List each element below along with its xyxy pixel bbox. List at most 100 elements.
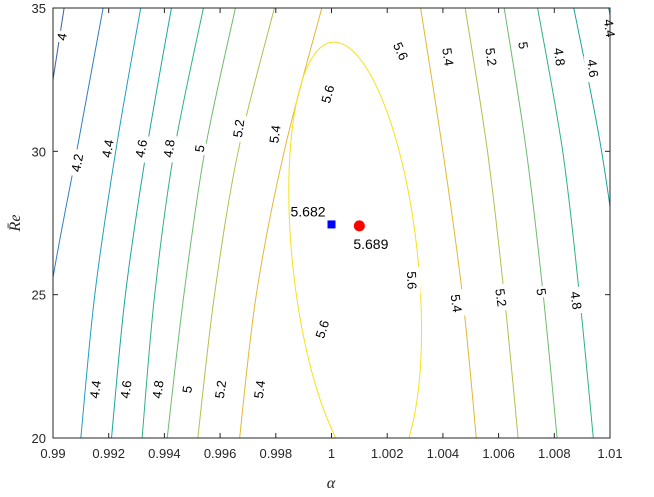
- contour-line-5.6-closed: [288, 41, 423, 438]
- contour-label: 5: [179, 385, 195, 394]
- contour-label-bg: [130, 134, 151, 163]
- contour-label: 5.2: [212, 379, 229, 399]
- marker-red-circle: [353, 220, 365, 232]
- contour-label-bg: [249, 375, 269, 404]
- contour-label: 5.4: [266, 124, 283, 144]
- contour-label: 4.6: [584, 58, 601, 78]
- y-tick-label: 30: [32, 144, 46, 159]
- contour-label-bg: [403, 266, 421, 294]
- contour-label: 5: [533, 287, 549, 296]
- contour-label: 4: [54, 32, 70, 42]
- markers: 5.682 5.689: [291, 203, 389, 251]
- contour-line-4.6: [111, 8, 172, 438]
- contour-lines: [53, 8, 610, 438]
- contour-label-group: 4.6: [583, 53, 604, 83]
- contour-label-group: 5.6: [403, 266, 421, 294]
- contour-label: 4.8: [551, 47, 568, 67]
- contour-line-4: [53, 8, 65, 83]
- contour-label-group: 5.2: [228, 114, 248, 143]
- contour-label-group: 4.4: [97, 134, 118, 163]
- contour-label-bg: [438, 42, 459, 71]
- contour-line-4.4: [80, 8, 142, 438]
- contour-label-bg: [388, 35, 414, 67]
- contour-label: 4.8: [149, 379, 166, 399]
- contour-label: 5.2: [482, 47, 499, 67]
- contour-label: 5.6: [312, 318, 332, 340]
- contour-label-bg: [66, 148, 87, 178]
- contour-label: 5.2: [492, 288, 509, 308]
- contour-label-group: 4.8: [158, 134, 179, 163]
- contour-label-group: 4.2: [66, 148, 87, 178]
- x-tick-label: 0.994: [148, 446, 181, 461]
- x-tick-label: 0.996: [204, 446, 237, 461]
- x-tick-label: 1.004: [427, 446, 460, 461]
- contour-label: 4.4: [87, 379, 104, 399]
- x-axis: 0.99 0.992 0.994 0.996 0.998 1 1.002 1.004 1.006…: [40, 8, 623, 461]
- x-tick-label: 1.006: [482, 446, 515, 461]
- y-tick-label: 35: [32, 1, 46, 16]
- contour-label-bg: [228, 114, 248, 143]
- contour-label-bg: [158, 134, 179, 163]
- contour-label: 4.6: [117, 379, 134, 399]
- contour-label-group: 4.8: [566, 286, 587, 315]
- contour-line-4.2: [53, 8, 104, 281]
- contour-label-group: 5.2: [210, 375, 230, 404]
- contour-line-5.2: [464, 8, 519, 438]
- x-axis-label: α: [327, 475, 336, 492]
- y-tick-label: 25: [32, 288, 46, 303]
- x-tick-label: 0.992: [92, 446, 125, 461]
- x-tick-label: 1.01: [597, 446, 622, 461]
- contour-line-4.8: [537, 8, 594, 438]
- contour-label: 4.4: [99, 138, 117, 158]
- x-tick-label: 1.008: [538, 446, 571, 461]
- y-tick-label: 20: [32, 431, 46, 446]
- contour-label-bg: [491, 283, 512, 312]
- contour-label: 5.4: [448, 293, 465, 313]
- contour-label: 4.6: [132, 138, 150, 158]
- contour-label: 5.4: [439, 47, 456, 67]
- contour-label-bg: [115, 375, 136, 404]
- y-axis-label: R̄e: [7, 215, 24, 233]
- contour-labels: 4 4.2 4.4 4.6 4.8 5 5.2 5.4 5.6 5.6 5.4 5.2 5 4.8 4.6 4…: [52, 13, 620, 404]
- contour-label-group: 5.6: [310, 314, 334, 345]
- contour-label-bg: [177, 382, 196, 397]
- contour-label-group: 5.4: [249, 375, 269, 404]
- contour-line-5.2: [197, 8, 275, 438]
- contour-label: 4.8: [567, 290, 584, 310]
- contour-label-group: 5: [514, 38, 533, 53]
- contour-label-group: 5.2: [491, 283, 512, 312]
- marker-value-label: 5.689: [353, 236, 388, 252]
- x-tick-label: 1: [328, 446, 335, 461]
- x-tick-label: 0.998: [260, 446, 293, 461]
- contour-label-group: 4.4: [85, 375, 105, 404]
- contour-label-group: 4: [52, 29, 71, 44]
- x-tick-label: 1.002: [371, 446, 404, 461]
- contour-label-group: 5: [190, 141, 208, 156]
- contour-label-group: 5: [533, 284, 551, 299]
- contour-label: 5.4: [251, 379, 268, 399]
- contour-line-5.4: [420, 8, 477, 438]
- contour-label: 4.2: [68, 153, 86, 173]
- contour-line-4.8: [141, 8, 204, 438]
- contour-label-bg: [583, 53, 604, 83]
- marker-value-label: 5.682: [291, 203, 326, 219]
- contour-label-bg: [310, 314, 334, 345]
- contour-label: 5.6: [404, 271, 420, 290]
- contour-line-5.4: [239, 8, 323, 438]
- contour-label-group: 4.6: [115, 375, 136, 404]
- contour-label-bg: [566, 286, 587, 315]
- contour-label-bg: [147, 375, 168, 404]
- contour-label-group: 5.4: [264, 119, 285, 149]
- contour-line-5: [503, 8, 558, 438]
- x-tick-label: 0.99: [40, 446, 65, 461]
- contour-label-bg: [52, 29, 71, 44]
- contour-label: 5.6: [390, 40, 411, 63]
- contour-label-group: 5.2: [481, 42, 502, 71]
- contour-label-bg: [85, 375, 105, 404]
- contour-label-group: 5: [177, 382, 196, 397]
- contour-label: 5: [515, 41, 531, 50]
- contour-label-group: 5.4: [447, 289, 467, 318]
- contour-label: 5: [192, 144, 208, 153]
- contour-line-5: [166, 8, 236, 438]
